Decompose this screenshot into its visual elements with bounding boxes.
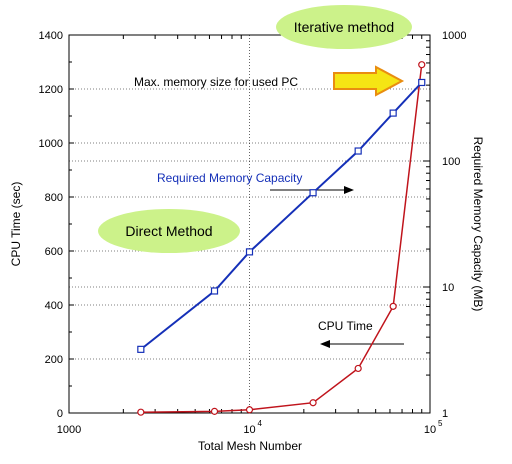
x-tick-label: 10 bbox=[243, 424, 255, 436]
y-left-tick-label: 400 bbox=[45, 300, 63, 312]
y-axis-left-title: CPU Time (sec) bbox=[9, 182, 23, 267]
direct-bubble bbox=[98, 209, 240, 253]
y-left-tick-label: 0 bbox=[57, 408, 63, 420]
memory-point bbox=[354, 147, 362, 155]
x-tick-exponent: 4 bbox=[258, 419, 263, 428]
x-tick-label: 1000 bbox=[57, 424, 81, 436]
y-left-tick-label: 1400 bbox=[39, 30, 63, 42]
y-left-tick-label: 800 bbox=[45, 192, 63, 204]
memory-point bbox=[389, 109, 397, 117]
x-tick-label: 10 bbox=[424, 424, 436, 436]
memory-point bbox=[309, 189, 317, 197]
x-tick-exponent: 5 bbox=[438, 419, 443, 428]
memory-series-label: Required Memory Capacity bbox=[157, 171, 302, 185]
cpu-point bbox=[309, 399, 317, 407]
memory-label-arrow-head bbox=[344, 186, 354, 194]
memory-point bbox=[245, 248, 254, 256]
y-left-tick-label: 600 bbox=[45, 246, 63, 258]
cpu-point bbox=[418, 61, 426, 69]
y-right-tick-label: 1000 bbox=[442, 30, 466, 42]
memory-point bbox=[210, 287, 219, 295]
cpu-point bbox=[137, 408, 145, 416]
cpu-label-arrow-head bbox=[320, 340, 330, 348]
y-left-tick-label: 1000 bbox=[39, 138, 63, 150]
direct-label: Direct Method bbox=[125, 223, 212, 239]
cpu-point bbox=[389, 302, 397, 310]
y-right-tick-label: 1 bbox=[442, 408, 448, 420]
y-left-tick-label: 1200 bbox=[39, 84, 63, 96]
cpu-series-label: CPU Time bbox=[318, 319, 373, 333]
iterative-bubble bbox=[276, 5, 412, 49]
memory-point bbox=[137, 345, 145, 353]
memory-point bbox=[418, 78, 426, 87]
cpu-point bbox=[245, 406, 254, 414]
series-layer bbox=[137, 61, 426, 416]
y-right-tick-label: 10 bbox=[442, 282, 454, 294]
y-ticks-left: 0 200 400 600 800 1000 1200 1400 bbox=[39, 30, 74, 420]
cpu-point bbox=[354, 364, 362, 373]
iterative-label: Iterative method bbox=[294, 19, 394, 35]
max-memory-arrow bbox=[333, 65, 405, 97]
x-axis-title: Total Mesh Number bbox=[198, 439, 302, 453]
y-ticks-right: 1 10 100 1000 bbox=[423, 30, 466, 420]
max-memory-label: Max. memory size for used PC bbox=[134, 75, 298, 89]
y-right-tick-label: 100 bbox=[442, 156, 460, 168]
cpu-point bbox=[210, 407, 219, 415]
y-left-tick-label: 200 bbox=[45, 354, 63, 366]
y-axis-right-title: Required Memory Capacity (MB) bbox=[471, 137, 485, 312]
